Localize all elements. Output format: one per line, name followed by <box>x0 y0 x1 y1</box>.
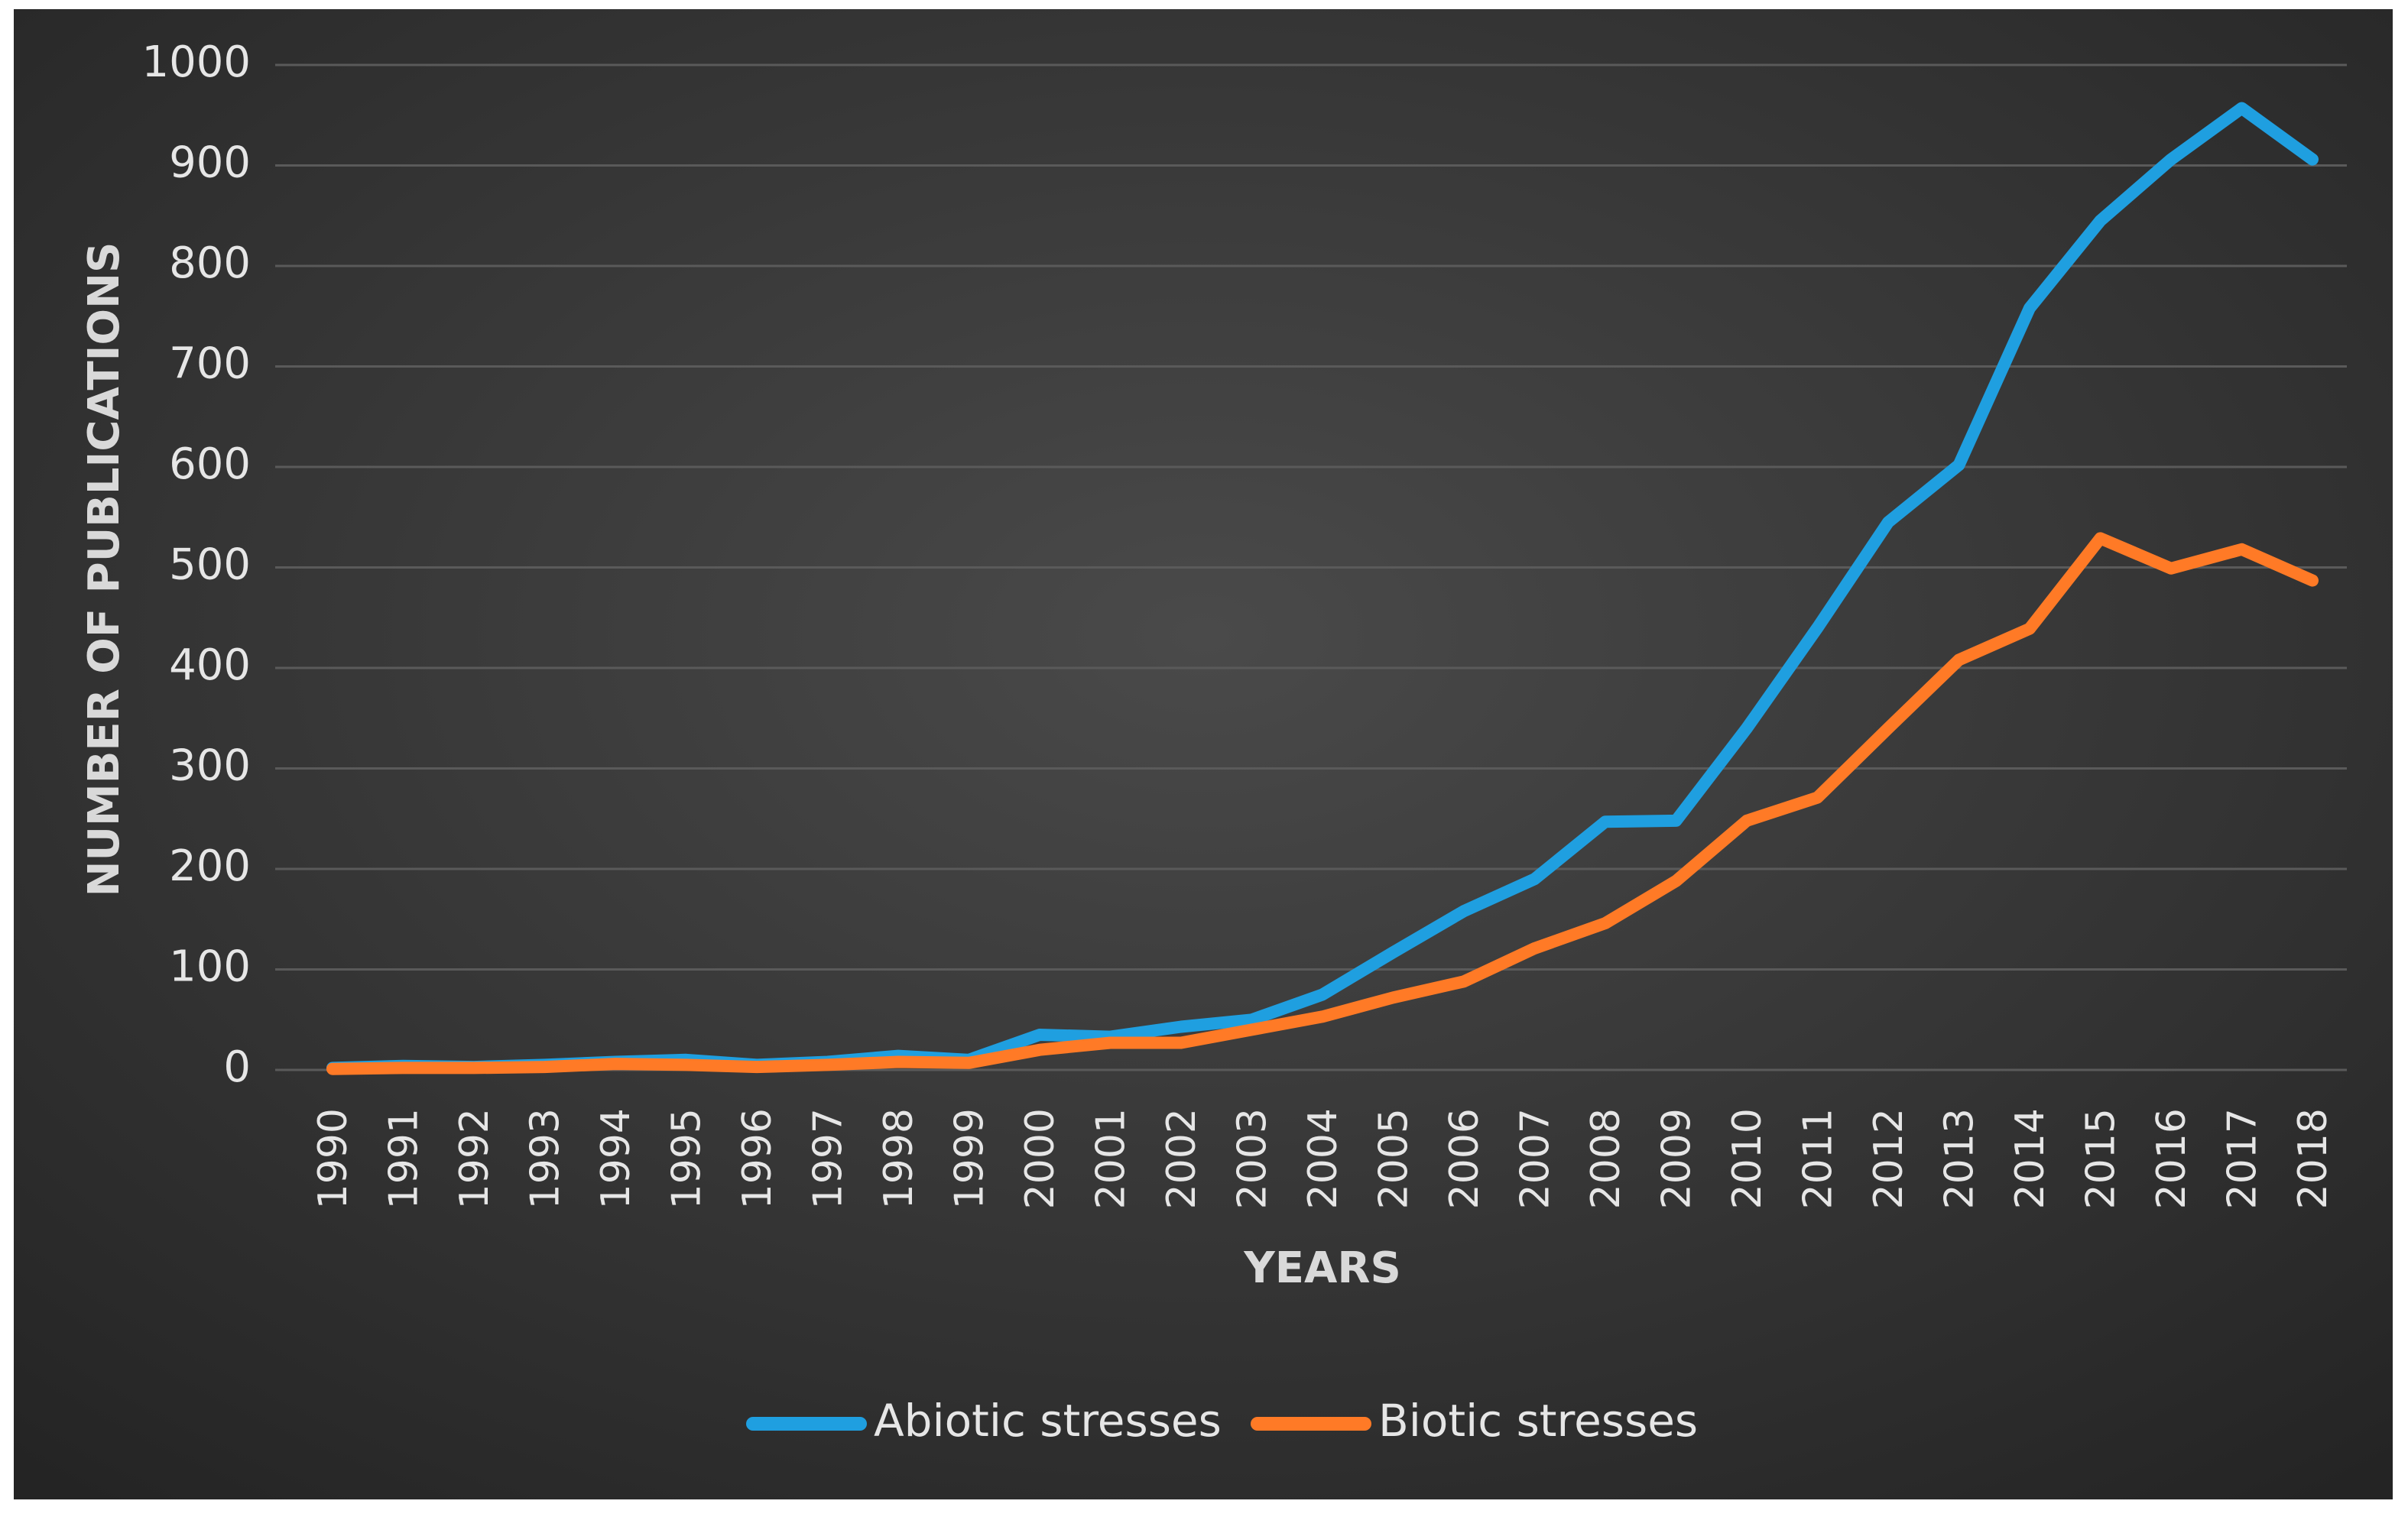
legend-label: Abiotic stresses <box>874 1395 1222 1447</box>
y-tick-label: 700 <box>169 339 251 389</box>
x-tick-label: 1990 <box>310 1108 356 1209</box>
x-tick-label: 2017 <box>2220 1108 2266 1209</box>
x-tick-label: 2012 <box>1866 1108 1912 1209</box>
legend-label: Biotic stresses <box>1378 1395 1698 1447</box>
x-tick-label: 2015 <box>2079 1108 2124 1209</box>
y-tick-label: 200 <box>169 841 251 891</box>
series-line-biotic <box>326 532 2319 1075</box>
y-tick-label: 300 <box>169 741 251 791</box>
y-tick-label: 500 <box>169 540 251 590</box>
x-tick-label: 1999 <box>947 1108 993 1209</box>
x-tick-label: 1996 <box>735 1108 780 1209</box>
x-tick-label: 2016 <box>2149 1108 2195 1209</box>
chart-background <box>14 9 2393 1499</box>
data-series <box>326 102 2319 1075</box>
x-tick-label: 2008 <box>1583 1108 1629 1209</box>
x-tick-label: 2007 <box>1513 1108 1559 1209</box>
x-tick-label: 2004 <box>1300 1108 1346 1209</box>
x-tick-label: 1998 <box>876 1108 922 1209</box>
x-tick-label: 2002 <box>1159 1108 1205 1209</box>
gridlines <box>275 63 2347 1071</box>
x-tick-label: 2014 <box>2007 1108 2053 1209</box>
x-axis-title: YEARS <box>1243 1243 1401 1293</box>
y-tick-label: 900 <box>169 138 251 188</box>
x-tick-label: 2000 <box>1017 1108 1063 1209</box>
y-tick-label: 100 <box>169 942 251 992</box>
x-tick-label: 2011 <box>1796 1108 1842 1209</box>
x-tick-label: 1992 <box>452 1108 498 1209</box>
x-tick-label: 2003 <box>1230 1108 1276 1209</box>
x-tick-label: 1991 <box>381 1108 427 1209</box>
x-tick-label: 2018 <box>2290 1108 2336 1209</box>
y-tick-label: 600 <box>169 439 251 489</box>
legend: Abiotic stresses Biotic stresses <box>746 1395 1698 1447</box>
y-tick-label: 0 <box>223 1042 251 1092</box>
x-tick-label: 2009 <box>1654 1108 1700 1209</box>
y-axis-title: NUMBER OF PUBLICATIONS <box>80 242 129 897</box>
y-tick-label: 800 <box>169 238 251 288</box>
x-tick-label: 2006 <box>1442 1108 1488 1209</box>
y-tick-label: 400 <box>169 640 251 690</box>
x-tick-label: 2005 <box>1371 1108 1417 1209</box>
x-tick-label: 1995 <box>664 1108 710 1209</box>
x-tick-label: 2013 <box>1937 1108 1983 1209</box>
x-axis-tick-labels: 1990 1991 1992 1993 1994 1995 1996 1997 1998 1999… <box>310 1108 2336 1209</box>
x-tick-label: 1997 <box>806 1108 852 1209</box>
y-tick-label: 1000 <box>141 37 251 87</box>
x-tick-label: 2010 <box>1725 1108 1770 1209</box>
x-tick-label: 1993 <box>523 1108 569 1209</box>
x-tick-label: 1994 <box>593 1108 639 1209</box>
y-axis-tick-labels: 0 100 200 300 400 500 600 700 800 900 1000 <box>141 37 251 1092</box>
x-tick-label: 2001 <box>1089 1108 1134 1209</box>
